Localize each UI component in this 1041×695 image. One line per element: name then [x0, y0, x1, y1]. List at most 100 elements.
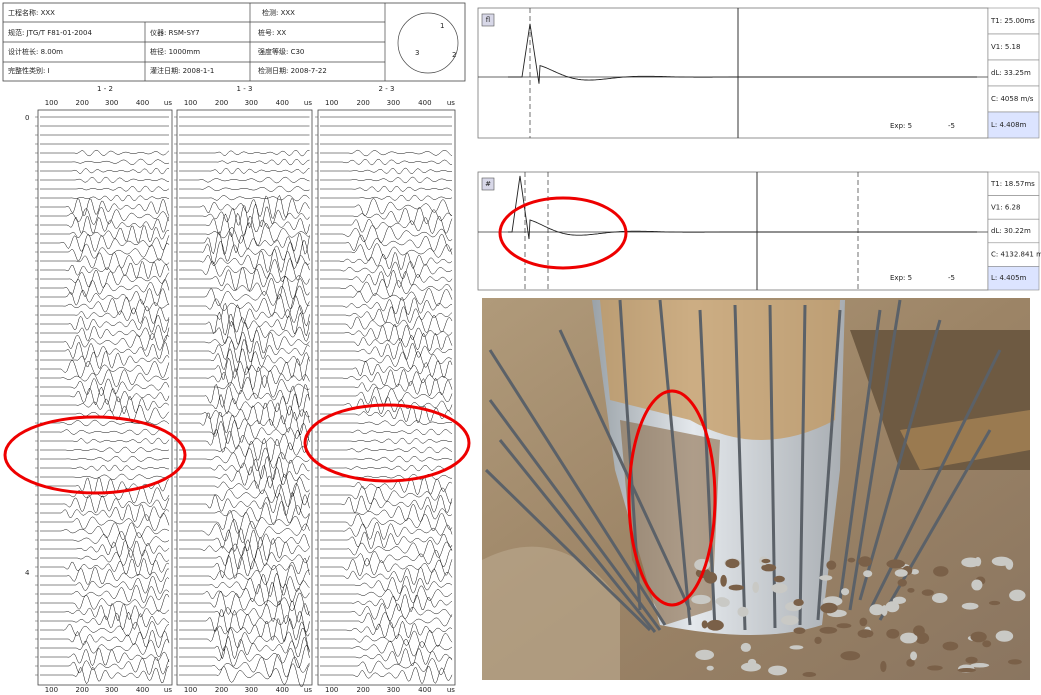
highlight — [303, 403, 471, 483]
trace — [179, 626, 310, 651]
trace — [320, 666, 453, 685]
trace — [179, 257, 310, 283]
trace — [320, 342, 453, 360]
trace — [320, 594, 453, 612]
trace — [40, 314, 170, 334]
stone — [1005, 558, 1014, 570]
pile-circle — [397, 12, 459, 74]
stone — [706, 665, 714, 671]
trace — [40, 252, 170, 270]
bottom-tick: 400 — [136, 686, 149, 694]
trace — [320, 279, 453, 298]
stone — [907, 587, 915, 593]
top-tick: 400 — [136, 99, 149, 107]
bottom-tick: us — [164, 686, 172, 694]
wave-frame — [477, 7, 989, 139]
stone — [921, 589, 934, 596]
trace — [320, 603, 453, 621]
rebar — [498, 439, 657, 633]
trace — [179, 275, 310, 300]
stone — [869, 604, 885, 616]
trace — [179, 222, 310, 246]
trace — [40, 495, 170, 514]
trace — [179, 653, 310, 678]
stone — [802, 672, 817, 678]
stone — [965, 656, 978, 664]
stone — [974, 556, 982, 567]
stone — [988, 600, 1001, 606]
stone — [982, 640, 992, 648]
stone — [728, 584, 744, 591]
report: 工程名称: XXX 检测: XXX 规范: JTG/T F81-01-2004 … — [2, 2, 466, 577]
readout-box — [987, 266, 1040, 291]
readout: L: 4.405m — [991, 274, 1027, 282]
exp-label: Exp: 5 — [890, 122, 912, 130]
trace — [179, 285, 310, 309]
header-cell: 桩号: XX — [258, 28, 286, 37]
trace — [320, 419, 453, 427]
trace — [320, 269, 453, 289]
top-tick: 300 — [105, 99, 118, 107]
rebar — [768, 304, 777, 629]
trace — [40, 176, 170, 184]
stone — [910, 651, 918, 661]
label-box — [481, 177, 495, 191]
trace — [320, 185, 453, 193]
stone — [814, 636, 822, 645]
trace — [179, 609, 310, 633]
trace — [179, 357, 310, 382]
trace — [320, 455, 453, 463]
rebar — [878, 429, 992, 621]
trace — [320, 585, 453, 604]
pile-photo — [482, 298, 1030, 680]
stone — [715, 597, 729, 606]
trace — [320, 149, 453, 157]
stone — [768, 665, 788, 676]
trace — [320, 351, 453, 370]
top-tick: us — [447, 99, 455, 107]
trace — [40, 566, 170, 586]
stone — [836, 623, 852, 629]
trace — [179, 501, 310, 526]
top-tick: us — [304, 99, 312, 107]
soil-cap — [600, 300, 840, 440]
trace — [320, 620, 453, 640]
stone — [927, 665, 943, 671]
trace — [320, 323, 453, 342]
stone — [931, 593, 948, 604]
readout: C: 4058 m/s — [991, 95, 1034, 103]
trace — [320, 576, 453, 595]
trace — [40, 446, 170, 454]
trace — [320, 233, 453, 252]
trace — [179, 428, 310, 453]
trace — [40, 377, 170, 397]
trace — [179, 572, 310, 597]
trace — [179, 527, 310, 553]
stone — [695, 649, 715, 660]
rebar — [858, 319, 942, 601]
trace — [320, 198, 453, 217]
top-tick: 100 — [325, 99, 338, 107]
trace — [179, 545, 310, 570]
trace — [40, 639, 170, 658]
highlight — [498, 196, 628, 270]
readout: V1: 6.28 — [991, 203, 1020, 211]
trace — [179, 581, 310, 606]
stone — [897, 578, 907, 587]
stone — [740, 662, 761, 672]
stone — [906, 658, 915, 667]
top-tick: 300 — [245, 99, 258, 107]
stone — [910, 569, 919, 575]
stone — [847, 557, 856, 563]
trace — [40, 473, 170, 481]
trace — [179, 383, 310, 409]
stone — [857, 629, 874, 638]
rebar — [488, 399, 662, 631]
stone — [913, 625, 925, 637]
trace — [179, 194, 310, 202]
trace — [40, 270, 170, 289]
stone — [761, 563, 777, 572]
trace — [40, 594, 170, 612]
trace — [320, 395, 453, 415]
stone — [961, 602, 979, 610]
